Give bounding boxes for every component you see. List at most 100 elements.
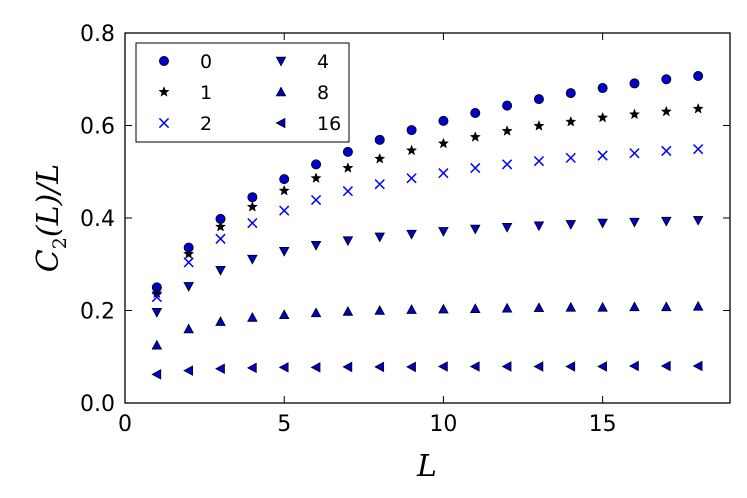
point-series-0-14 xyxy=(565,88,576,99)
y-tick-label-0: 0.0 xyxy=(80,392,115,417)
point-series-2-5 xyxy=(279,205,290,216)
point-series-8-17 xyxy=(661,301,672,312)
point-series-1-8 xyxy=(374,152,386,164)
point-series-1-2 xyxy=(183,248,195,259)
series-8 xyxy=(151,300,704,350)
point-series-16-12 xyxy=(501,361,512,372)
point-series-2-15 xyxy=(597,150,608,161)
point-series-1-10 xyxy=(437,137,450,149)
point-series-2-14 xyxy=(565,152,576,164)
point-series-0-10 xyxy=(438,115,449,126)
point-series-0-5 xyxy=(279,174,290,185)
point-series-4-7 xyxy=(342,236,354,247)
point-series-8-2 xyxy=(183,323,194,334)
legend-label-4: 4 xyxy=(317,51,329,73)
point-series-8-1 xyxy=(151,339,163,350)
y-tick-label-3: 0.6 xyxy=(80,115,115,140)
point-series-1-4 xyxy=(246,200,258,212)
point-series-2-17 xyxy=(661,145,672,157)
point-series-4-17 xyxy=(661,216,672,227)
point-series-1-6 xyxy=(310,172,322,184)
point-series-4-8 xyxy=(374,232,386,243)
point-series-2-13 xyxy=(533,155,545,167)
legend-marker-0 xyxy=(158,56,169,67)
y-tick-label-2: 0.4 xyxy=(80,207,115,232)
svg-text:C2(L)/L: C2(L)/L xyxy=(31,164,71,272)
point-series-4-18 xyxy=(692,216,704,226)
point-series-2-6 xyxy=(310,194,322,206)
point-series-16-9 xyxy=(406,361,416,373)
point-series-8-12 xyxy=(501,302,513,313)
point-series-4-4 xyxy=(247,254,258,265)
series-1 xyxy=(151,102,704,299)
point-series-16-1 xyxy=(151,369,162,380)
point-series-0-7 xyxy=(342,146,353,157)
point-series-16-6 xyxy=(310,362,321,373)
point-series-2-1 xyxy=(151,291,162,303)
point-series-4-11 xyxy=(469,224,481,235)
point-series-0-6 xyxy=(311,159,322,170)
legend: 0 1 2 4 8 16 xyxy=(135,42,350,143)
y-tick-label-1: 0.2 xyxy=(80,300,115,325)
point-series-8-10 xyxy=(438,303,449,314)
point-series-2-12 xyxy=(501,159,513,170)
point-series-1-9 xyxy=(405,144,418,156)
point-series-0-12 xyxy=(502,100,513,111)
point-series-0-18 xyxy=(693,71,704,82)
point-series-2-11 xyxy=(470,162,481,174)
point-series-4-16 xyxy=(629,217,640,228)
point-series-16-15 xyxy=(597,361,607,372)
point-series-1-1 xyxy=(151,287,163,299)
point-series-1-3 xyxy=(214,220,227,232)
point-series-4-9 xyxy=(406,229,417,240)
point-series-2-2 xyxy=(183,257,194,268)
point-series-0-11 xyxy=(470,108,481,119)
point-series-2-7 xyxy=(342,186,354,197)
point-series-4-14 xyxy=(565,220,577,230)
y-axis-label: C2(L)/L xyxy=(31,164,71,272)
point-series-8-18 xyxy=(692,300,704,311)
point-series-16-14 xyxy=(565,361,576,372)
x-axis-label: L xyxy=(416,449,437,484)
point-series-0-4 xyxy=(247,192,258,203)
legend-label-16: 16 xyxy=(317,113,341,135)
point-series-1-16 xyxy=(628,108,641,120)
legend-entry-8: 8 xyxy=(275,82,329,104)
point-series-1-11 xyxy=(469,131,481,142)
legend-label-0: 0 xyxy=(200,51,212,73)
point-series-1-5 xyxy=(278,184,290,196)
legend-marker-2 xyxy=(158,117,170,129)
point-series-0-15 xyxy=(597,83,608,94)
tick-labels: 0 5 10 150.00.20.40.60.8 xyxy=(80,22,617,437)
plot-frame xyxy=(124,32,731,404)
x-tick-label-0: 0 xyxy=(118,412,132,437)
point-series-16-13 xyxy=(533,361,544,372)
series-16 xyxy=(151,360,703,380)
point-series-4-6 xyxy=(310,240,322,251)
point-series-0-8 xyxy=(374,134,385,145)
point-series-16-10 xyxy=(437,361,448,372)
point-series-0-17 xyxy=(661,74,672,85)
point-series-16-2 xyxy=(183,365,193,376)
point-series-8-14 xyxy=(565,301,577,312)
legend-label-2: 2 xyxy=(200,113,212,135)
legend-entry-16: 16 xyxy=(275,113,341,135)
point-series-16-18 xyxy=(692,360,703,372)
point-series-1-7 xyxy=(342,162,354,173)
point-series-16-11 xyxy=(469,361,480,372)
point-series-16-3 xyxy=(215,363,225,375)
legend-entry-1: 1 xyxy=(158,82,212,104)
point-series-2-4 xyxy=(247,217,258,229)
legend-label-1: 1 xyxy=(200,82,212,104)
x-tick-label-2: 10 xyxy=(429,412,457,437)
point-series-4-3 xyxy=(215,265,226,276)
point-series-8-5 xyxy=(278,309,290,319)
point-series-1-12 xyxy=(501,125,513,136)
point-series-2-18 xyxy=(693,143,704,155)
legend-entry-2: 2 xyxy=(158,113,212,135)
legend-box xyxy=(135,42,350,143)
series-0 xyxy=(151,71,704,293)
point-series-8-15 xyxy=(597,301,608,312)
point-series-8-7 xyxy=(342,305,354,316)
